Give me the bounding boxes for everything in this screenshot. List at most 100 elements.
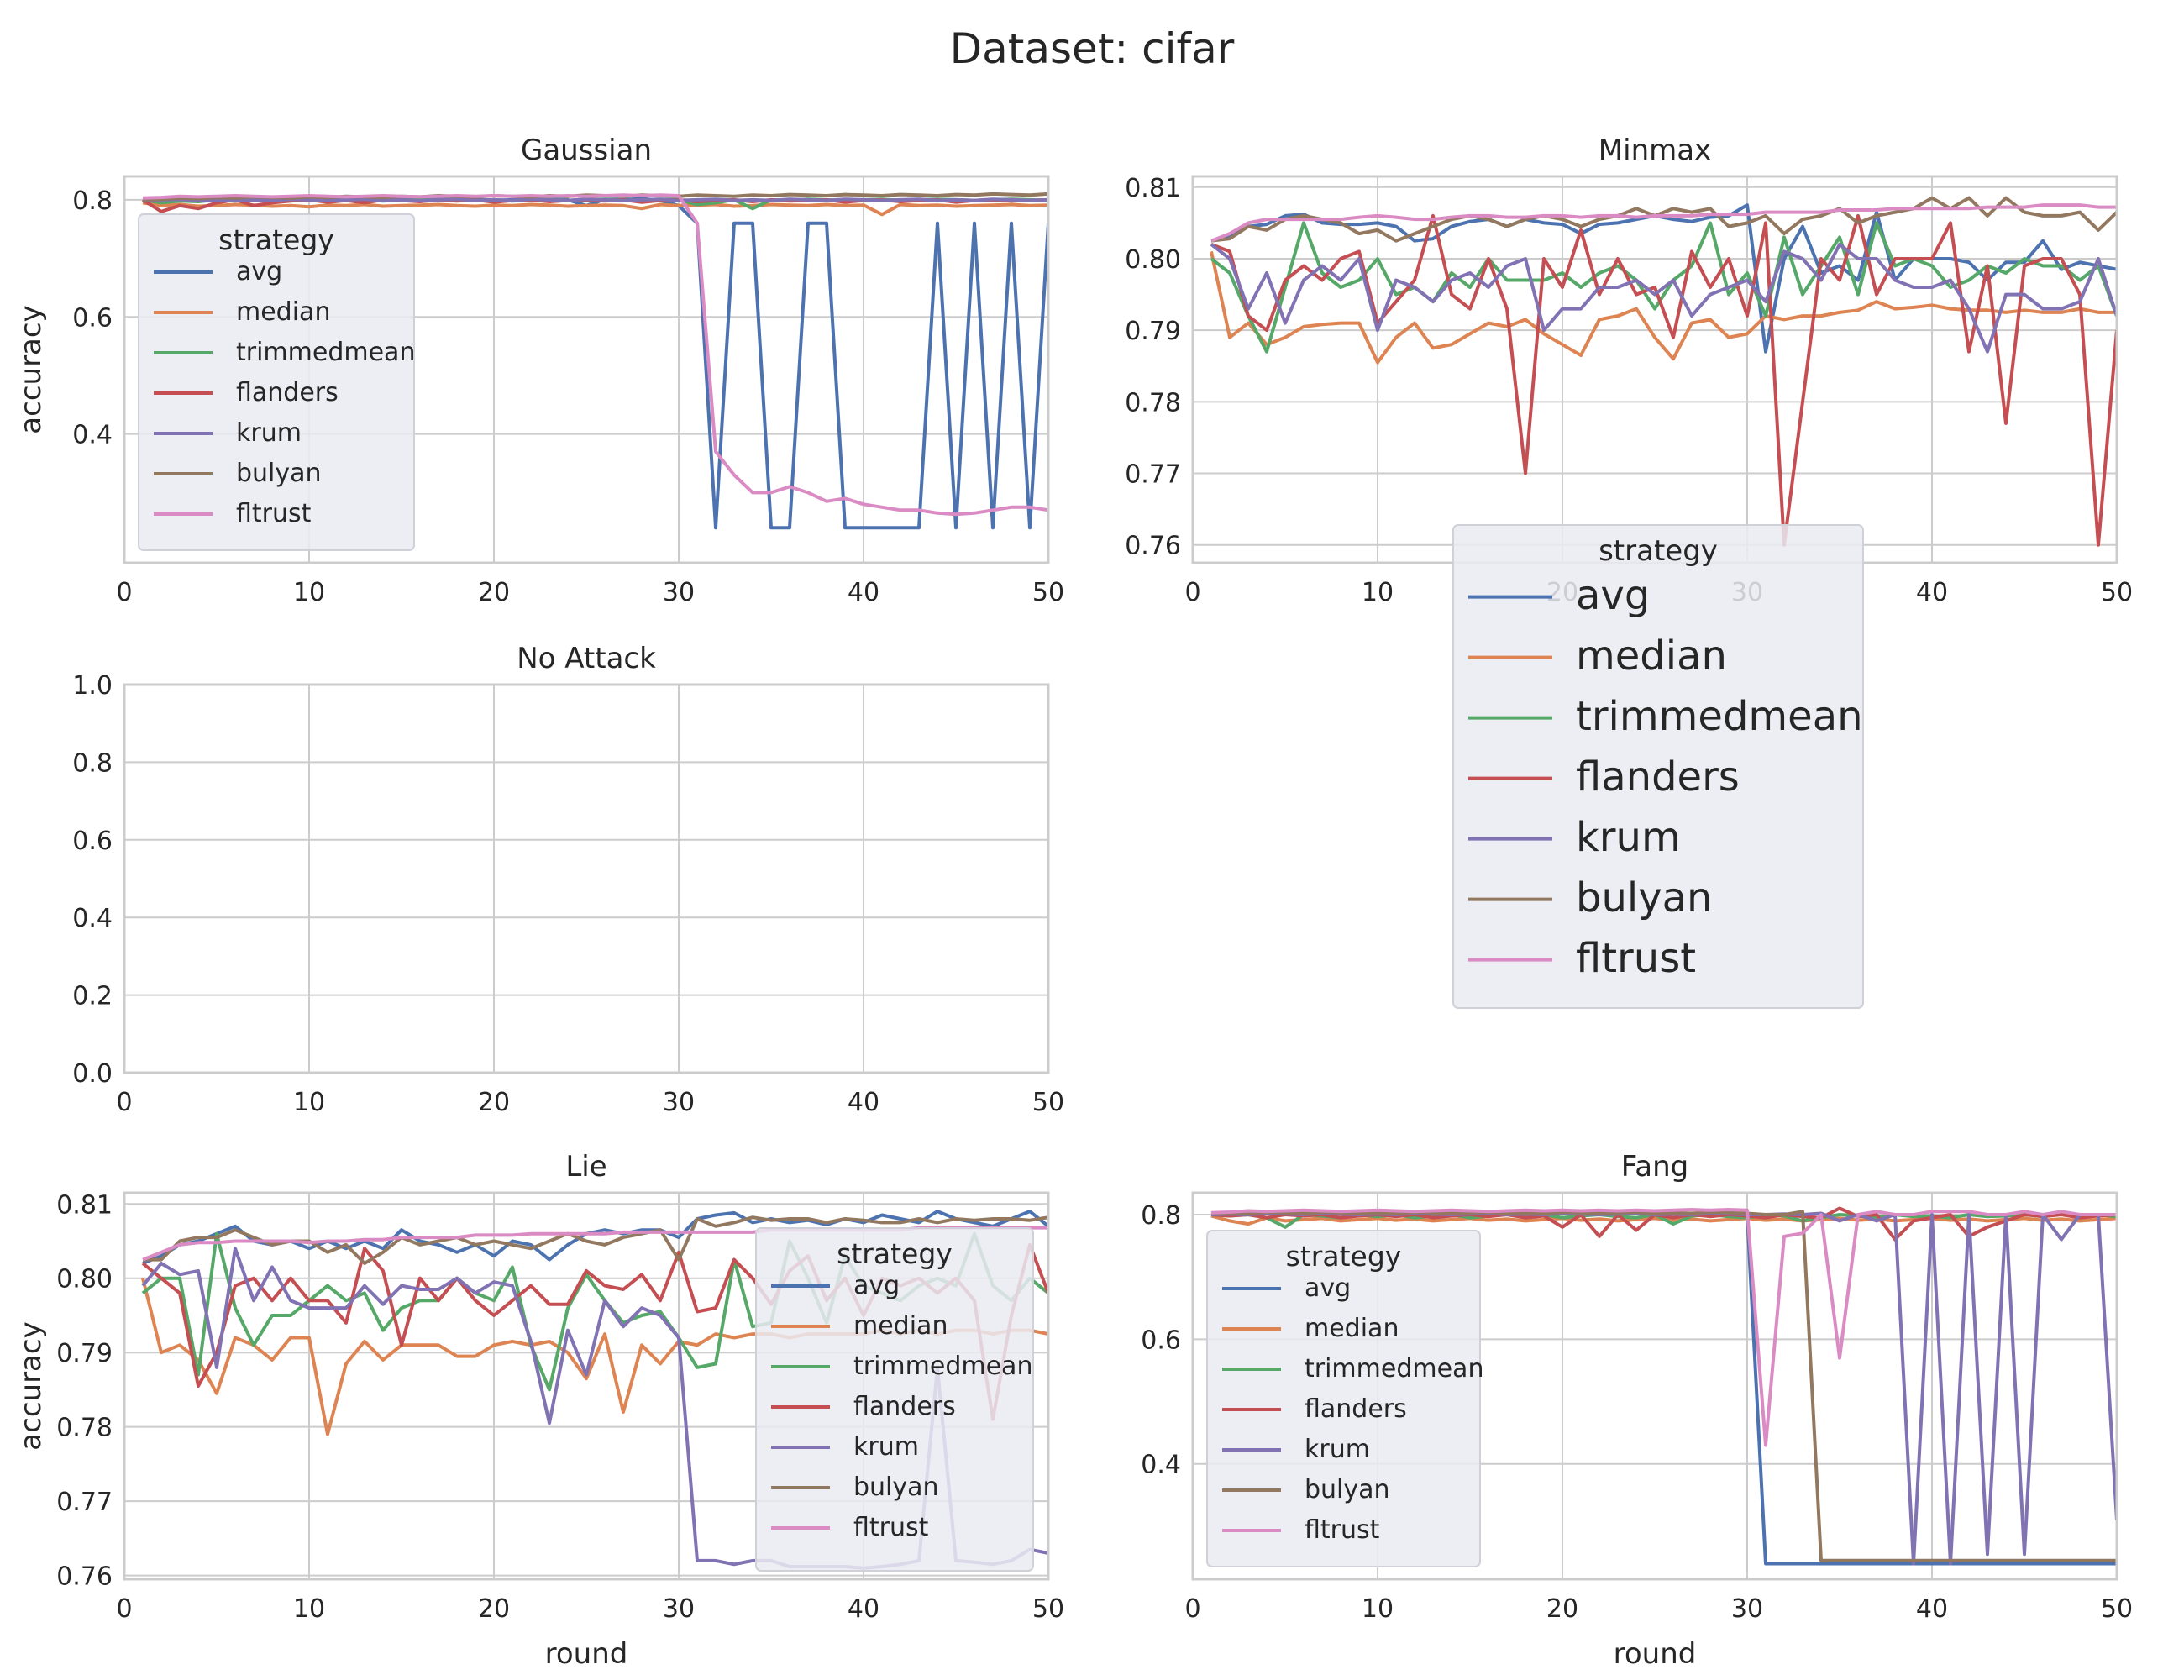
legend-label-bulyan: bulyan (1576, 874, 1712, 921)
y-tick-label: 0.76 (1125, 532, 1181, 561)
y-tick-label: 0.6 (72, 827, 113, 856)
subplot-title: Lie (565, 1150, 606, 1184)
legend-label-median: median (853, 1311, 948, 1341)
legend-label-flanders: flanders (236, 378, 339, 407)
legend-title: strategy (1286, 1240, 1402, 1273)
legend-title: strategy (1599, 534, 1718, 568)
x-tick-label: 20 (478, 1088, 510, 1117)
x-tick-label: 10 (293, 1594, 325, 1624)
series-line-krum (142, 197, 1048, 203)
legend-label-krum: krum (1576, 814, 1681, 861)
x-tick-label: 40 (848, 1088, 879, 1117)
y-tick-label: 0.77 (1125, 460, 1181, 490)
y-tick-label: 0.79 (1125, 317, 1181, 346)
legend-label-trimmedmean: trimmedmean (853, 1352, 1032, 1381)
y-tick-label: 0.8 (72, 748, 113, 778)
legend-box (1206, 1230, 1481, 1567)
legend-label-avg: avg (1576, 572, 1650, 619)
x-tick-label: 40 (1916, 1594, 1948, 1624)
y-tick-label: 0.81 (1125, 174, 1181, 203)
x-tick-label: 30 (663, 1594, 695, 1624)
y-tick-label: 0.81 (56, 1190, 113, 1220)
x-tick-label: 40 (1916, 578, 1948, 607)
y-tick-label: 0.79 (56, 1339, 113, 1368)
y-tick-label: 0.4 (72, 904, 113, 933)
x-tick-label: 0 (116, 1088, 132, 1117)
x-tick-label: 0 (116, 578, 132, 607)
legend-label-krum: krum (236, 418, 302, 448)
x-tick-label: 50 (1032, 578, 1064, 607)
y-tick-label: 0.4 (1141, 1451, 1181, 1480)
x-tick-label: 10 (1362, 578, 1394, 607)
legend-label-avg: avg (236, 257, 282, 286)
subplot-title: No Attack (517, 642, 656, 675)
x-tick-label: 30 (1731, 1594, 1763, 1624)
x-tick-label: 10 (293, 578, 325, 607)
y-tick-label: 0.80 (56, 1265, 113, 1294)
legend-label-trimmedmean: trimmedmean (1576, 693, 1863, 740)
legend-label-trimmedmean: trimmedmean (236, 338, 415, 367)
legend-box (755, 1227, 1034, 1572)
legend-title: strategy (837, 1237, 953, 1270)
series-line-bulyan (1210, 196, 2117, 243)
x-tick-label: 20 (1546, 1594, 1578, 1624)
subplot-title: Gaussian (521, 134, 652, 167)
x-tick-label: 20 (478, 1594, 510, 1624)
series-line-krum (1210, 242, 2117, 354)
series-group (1210, 196, 2117, 547)
series-line-bulyan (1210, 1210, 2117, 1562)
legend-label-bulyan: bulyan (853, 1473, 939, 1502)
legend-label-bulyan: bulyan (1305, 1475, 1390, 1504)
legend-box (138, 213, 415, 551)
y-tick-label: 0.6 (72, 303, 113, 333)
legend-label-avg: avg (853, 1271, 900, 1300)
legend-label-krum: krum (1305, 1435, 1370, 1464)
y-tick-label: 0.80 (1125, 245, 1181, 275)
legend-label-fltrust: fltrust (1576, 935, 1696, 982)
legend-label-median: median (1305, 1314, 1399, 1343)
legend: strategy avg median trimmedmean flanders krum… (1452, 524, 1864, 1009)
legend-title: strategy (218, 223, 334, 256)
legend-label-bulyan: bulyan (236, 459, 322, 488)
y-axis-label: accuracy (14, 305, 48, 433)
x-tick-label: 50 (2101, 578, 2133, 607)
series-line-median (142, 201, 1048, 217)
axes-frame (123, 175, 1050, 564)
subplot-lie: 0 10 20 30 40 50 0.76 0.77 0.78 0.79 0.80 0.81 Lie ro… (14, 1150, 1064, 1671)
figure-title: Dataset: cifar (950, 24, 1235, 73)
subplot-gaussian: 0 10 20 30 40 50 0.4 0.6 0.8 Gaussian accuracy stra… (14, 134, 1064, 607)
y-tick-label: 1.0 (72, 671, 113, 701)
series-line-fltrust (142, 193, 1048, 517)
legend-label-fltrust: fltrust (853, 1513, 929, 1542)
series-group (141, 192, 1048, 530)
series-line-flanders (1210, 213, 2117, 547)
x-axis-label: round (1614, 1637, 1697, 1671)
legend-label-trimmedmean: trimmedmean (1305, 1354, 1483, 1383)
x-tick-label: 50 (2101, 1594, 2133, 1624)
x-tick-label: 50 (1032, 1594, 1064, 1624)
x-tick-label: 40 (848, 1594, 879, 1624)
y-tick-label: 0.0 (72, 1059, 113, 1089)
plot-area (1193, 176, 2117, 563)
series-line-fltrust (1210, 203, 2117, 243)
series-line-avg (1210, 203, 2117, 354)
legend-label-flanders: flanders (853, 1392, 956, 1421)
legend-label-median: median (236, 297, 330, 327)
y-tick-label: 0.8 (1141, 1201, 1181, 1231)
legend-label-flanders: flanders (1576, 753, 1740, 801)
legend-label-krum: krum (853, 1432, 919, 1462)
x-tick-label: 50 (1032, 1088, 1064, 1117)
y-tick-label: 0.78 (56, 1414, 113, 1443)
series-line-fltrust (1210, 1208, 2117, 1447)
legend-label-median: median (1576, 633, 1727, 680)
y-tick-label: 0.8 (72, 186, 113, 216)
x-tick-label: 30 (663, 578, 695, 607)
x-tick-label: 30 (663, 1088, 695, 1117)
x-tick-label: 20 (478, 578, 510, 607)
axes-frame (1191, 1191, 2118, 1581)
y-tick-label: 0.2 (72, 982, 113, 1011)
x-tick-label: 0 (116, 1594, 132, 1624)
